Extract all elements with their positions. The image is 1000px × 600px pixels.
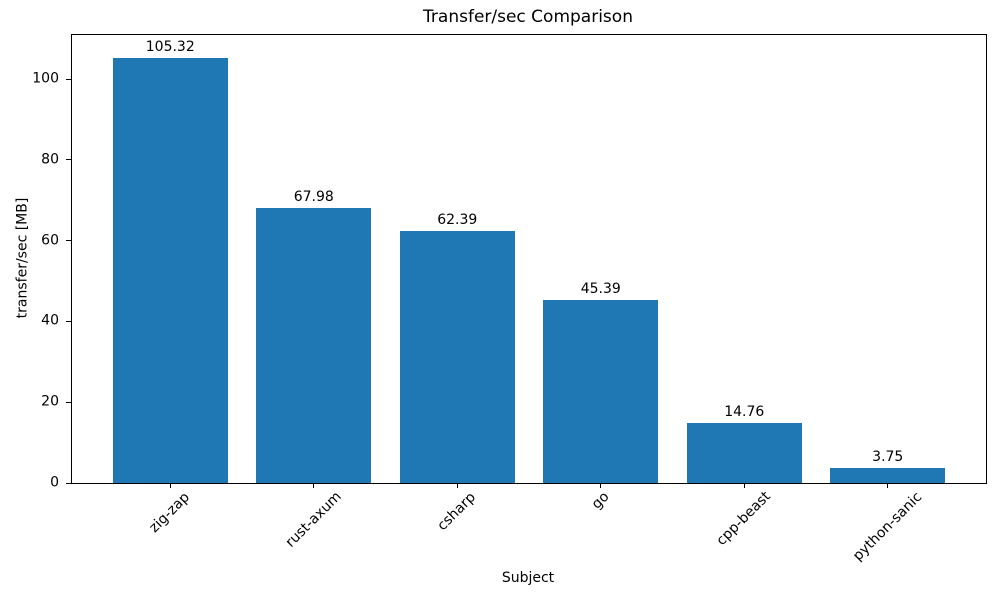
x-tick-label: csharp (434, 488, 480, 534)
bar-python-sanic (830, 467, 946, 483)
bar-value-label: 62.39 (437, 211, 478, 228)
x-tick-label: zig-zap (146, 488, 194, 536)
y-axis-label: transfer/sec [MB] (14, 197, 31, 319)
y-tick-label: 40 (41, 312, 59, 329)
bar-value-label: 45.39 (580, 280, 621, 297)
y-tick-label: 100 (32, 70, 59, 87)
chart-title: Transfer/sec Comparison (423, 7, 633, 27)
y-tick-mark (66, 240, 71, 242)
x-tick-mark (743, 483, 745, 488)
bar-rust-axum (256, 208, 372, 483)
bar-go (543, 299, 659, 483)
bar-value-label: 3.75 (872, 448, 904, 465)
x-tick-label: go (588, 488, 613, 513)
x-tick-label: python-sanic (849, 488, 926, 565)
x-tick-mark (456, 483, 458, 488)
x-tick-mark (169, 483, 171, 488)
x-tick-mark (600, 483, 602, 488)
x-axis-label: Subject (501, 570, 555, 586)
x-tick-mark (313, 483, 315, 488)
y-tick-label: 80 (41, 151, 59, 168)
y-tick-mark (66, 159, 71, 161)
y-tick-label: 60 (41, 232, 59, 249)
x-tick-mark (887, 483, 889, 488)
x-tick-label: rust-axum (282, 489, 345, 552)
x-tick-label: cpp-beast (713, 488, 775, 550)
y-tick-mark (66, 78, 71, 80)
bar-cpp-beast (686, 423, 802, 483)
bar-value-label: 14.76 (724, 404, 765, 421)
plot-area: 0 20 40 60 80 100 105.32 zig-zap 67.98 rust-axum 6… (32, 34, 987, 564)
bar-value-label: 105.32 (145, 38, 195, 55)
bar-csharp (399, 230, 515, 483)
y-tick-label: 20 (41, 393, 59, 410)
y-tick-mark (66, 320, 71, 322)
y-tick-mark (66, 401, 71, 403)
bar-zig-zap (112, 57, 228, 483)
y-tick-mark (66, 482, 71, 484)
y-tick-label: 0 (50, 474, 59, 491)
bar-value-label: 67.98 (293, 189, 334, 206)
